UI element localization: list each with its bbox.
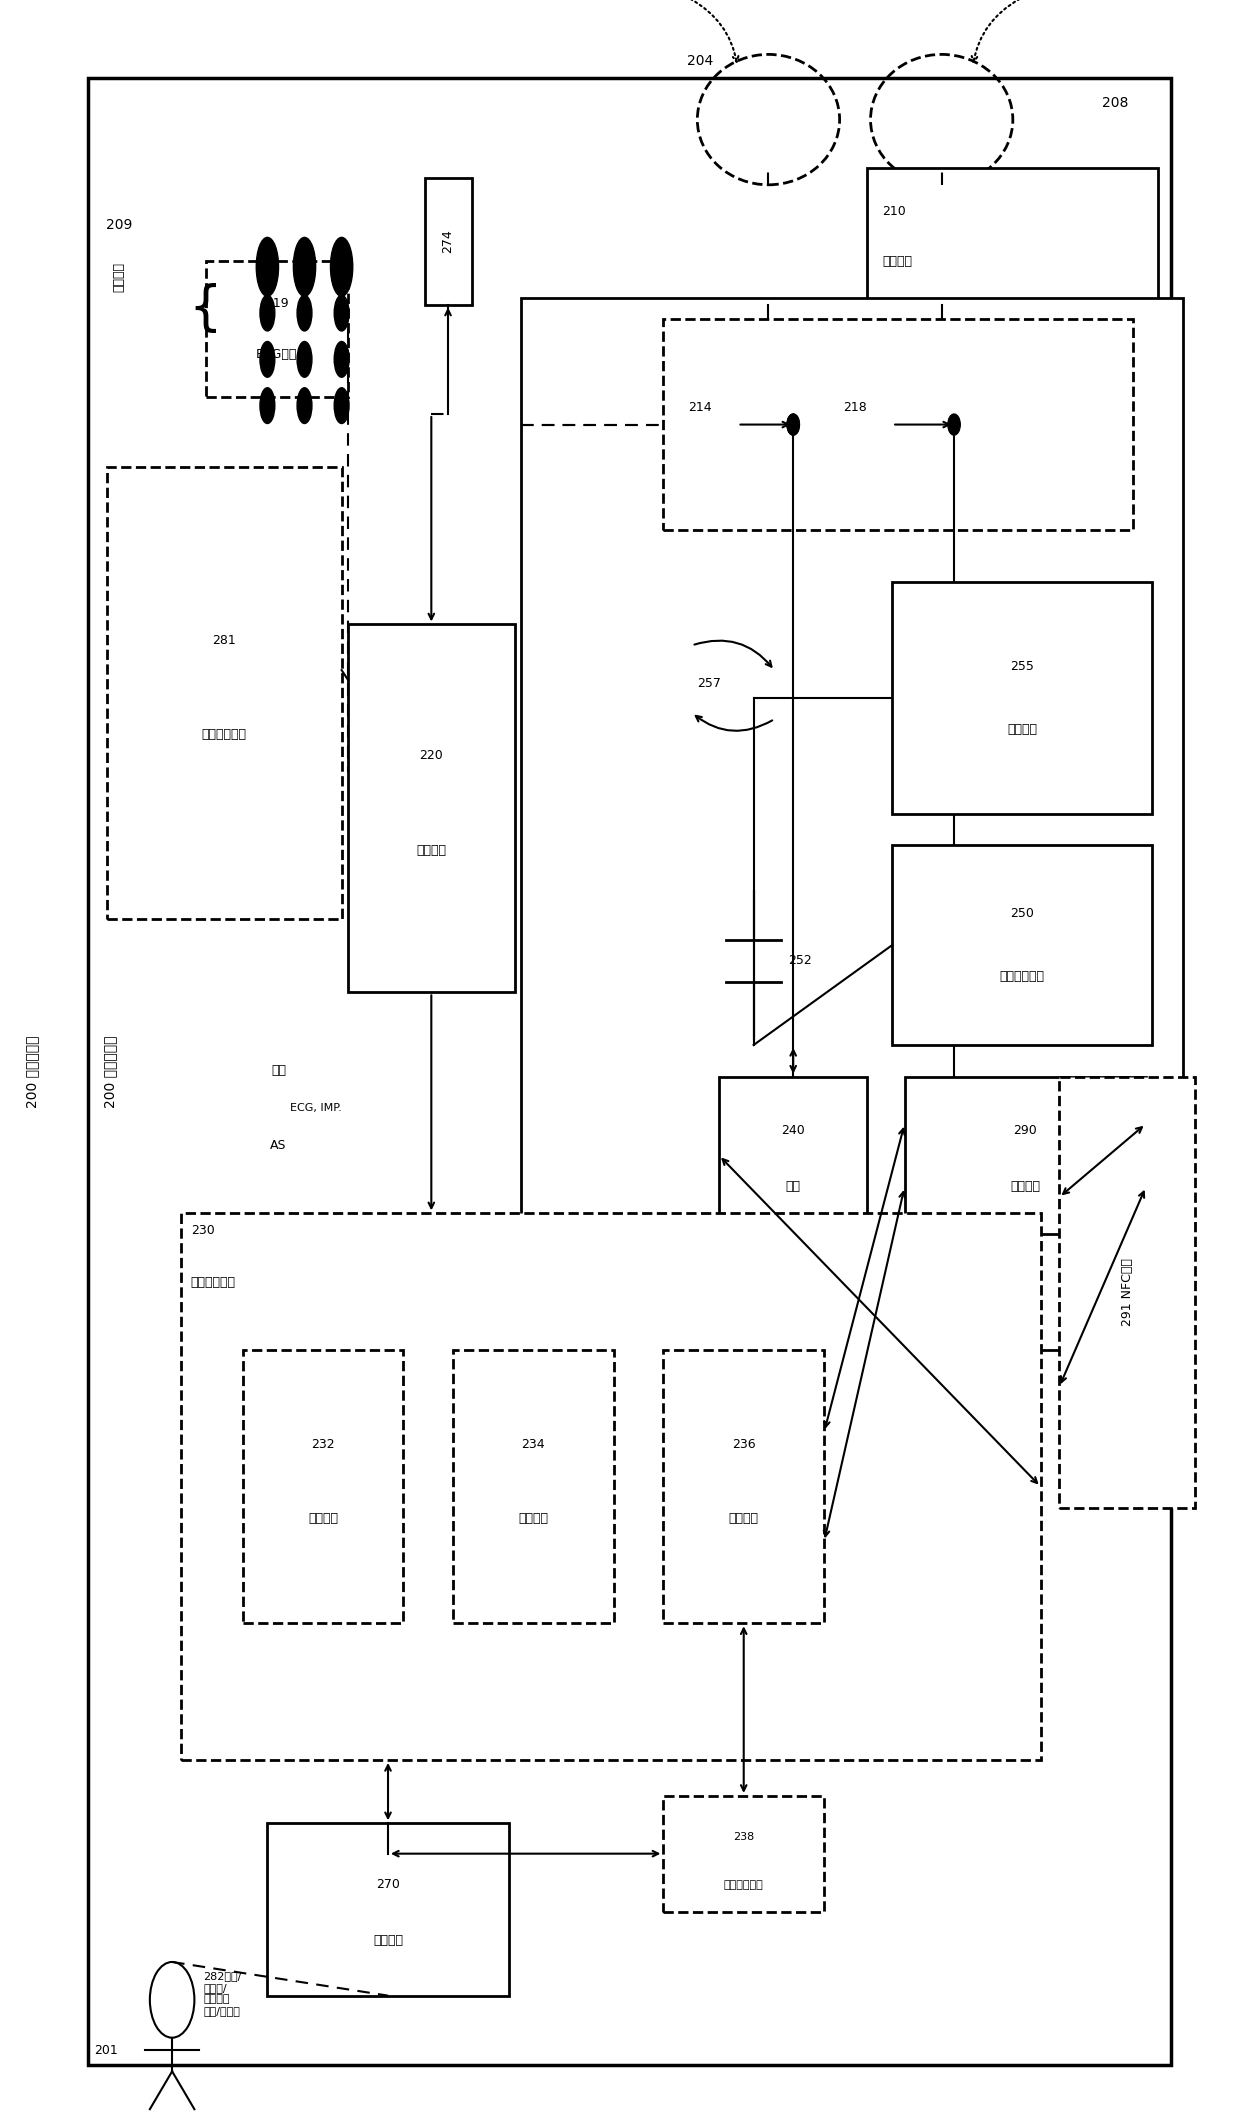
FancyBboxPatch shape	[107, 466, 342, 920]
FancyBboxPatch shape	[719, 1076, 868, 1233]
FancyBboxPatch shape	[1059, 1076, 1195, 1509]
Text: 200 外部除颤器: 200 外部除颤器	[103, 1034, 118, 1108]
Text: 感测電極: 感测電極	[113, 263, 125, 292]
Ellipse shape	[260, 388, 275, 424]
Ellipse shape	[335, 341, 348, 377]
FancyBboxPatch shape	[181, 1214, 1040, 1761]
FancyBboxPatch shape	[453, 1350, 614, 1623]
Text: 204: 204	[687, 53, 713, 68]
Ellipse shape	[298, 388, 312, 424]
Ellipse shape	[331, 237, 352, 297]
Text: 232: 232	[311, 1439, 335, 1452]
Text: 内部监测装置: 内部监测装置	[202, 729, 247, 742]
FancyBboxPatch shape	[243, 1350, 403, 1623]
Text: AS: AS	[269, 1140, 286, 1153]
Text: 检测模块: 检测模块	[308, 1511, 339, 1526]
Ellipse shape	[298, 295, 312, 331]
FancyBboxPatch shape	[893, 845, 1152, 1045]
Circle shape	[787, 413, 800, 434]
Text: 257: 257	[697, 676, 720, 691]
Ellipse shape	[260, 295, 275, 331]
Text: 270: 270	[376, 1877, 401, 1890]
Text: 290: 290	[1013, 1123, 1037, 1136]
Text: 240: 240	[781, 1123, 805, 1136]
Text: 电源: 电源	[786, 1180, 801, 1193]
FancyBboxPatch shape	[424, 178, 471, 305]
Text: 252: 252	[789, 954, 812, 968]
Text: 除颤端口: 除颤端口	[883, 254, 913, 269]
Text: 200 外部除颤器: 200 外部除颤器	[25, 1034, 40, 1108]
Text: 219: 219	[265, 297, 289, 309]
Text: 209: 209	[105, 218, 133, 231]
Text: 250: 250	[1011, 907, 1034, 920]
Text: 建议模块: 建议模块	[518, 1511, 548, 1526]
Text: ECG, IMP.: ECG, IMP.	[290, 1104, 342, 1112]
Text: 218: 218	[843, 400, 867, 413]
FancyBboxPatch shape	[663, 1795, 825, 1911]
Text: 能量储存模块: 能量储存模块	[999, 971, 1044, 983]
Text: 通信模块: 通信模块	[1011, 1180, 1040, 1193]
Text: 用户接口: 用户接口	[373, 1935, 403, 1947]
Text: 放电电路: 放电电路	[1007, 723, 1037, 735]
Text: 291 NFC标签: 291 NFC标签	[1121, 1259, 1133, 1326]
Text: 255: 255	[1011, 659, 1034, 674]
Text: 236: 236	[732, 1439, 755, 1452]
Text: 282用户/
夸用者/
救助者（
本地/远程）: 282用户/ 夸用者/ 救助者（ 本地/远程）	[203, 1971, 242, 2015]
Text: {: {	[188, 282, 222, 335]
Text: ECG端口: ECG端口	[255, 348, 298, 360]
FancyBboxPatch shape	[521, 299, 1183, 1350]
Text: 230: 230	[191, 1225, 215, 1237]
FancyBboxPatch shape	[268, 1822, 508, 1996]
Text: 274: 274	[441, 229, 455, 254]
Text: 参数: 参数	[272, 1064, 286, 1076]
FancyBboxPatch shape	[347, 625, 515, 992]
Text: 201: 201	[94, 2043, 118, 2058]
Text: 210: 210	[883, 206, 906, 218]
FancyBboxPatch shape	[206, 261, 347, 396]
Circle shape	[947, 413, 960, 434]
Ellipse shape	[335, 388, 348, 424]
Text: 220: 220	[419, 750, 443, 763]
Circle shape	[787, 413, 800, 434]
Text: 测量电路: 测量电路	[417, 843, 446, 856]
Text: 208: 208	[1101, 95, 1128, 110]
FancyBboxPatch shape	[88, 78, 1171, 2066]
Text: 除颤器存储器: 除颤器存储器	[724, 1880, 764, 1890]
FancyBboxPatch shape	[893, 583, 1152, 814]
Text: 238: 238	[733, 1831, 754, 1841]
FancyBboxPatch shape	[663, 320, 1133, 530]
Ellipse shape	[294, 237, 316, 297]
FancyBboxPatch shape	[663, 1350, 825, 1623]
FancyBboxPatch shape	[904, 1076, 1146, 1233]
Text: 214: 214	[688, 400, 712, 413]
Text: 234: 234	[522, 1439, 546, 1452]
FancyBboxPatch shape	[868, 167, 1158, 305]
Text: 其他模块: 其他模块	[729, 1511, 759, 1526]
Text: 281: 281	[212, 634, 236, 646]
Text: 除颤器处理器: 除颤器处理器	[191, 1276, 236, 1288]
Ellipse shape	[257, 237, 279, 297]
Ellipse shape	[335, 295, 348, 331]
Ellipse shape	[298, 341, 312, 377]
Ellipse shape	[260, 341, 275, 377]
